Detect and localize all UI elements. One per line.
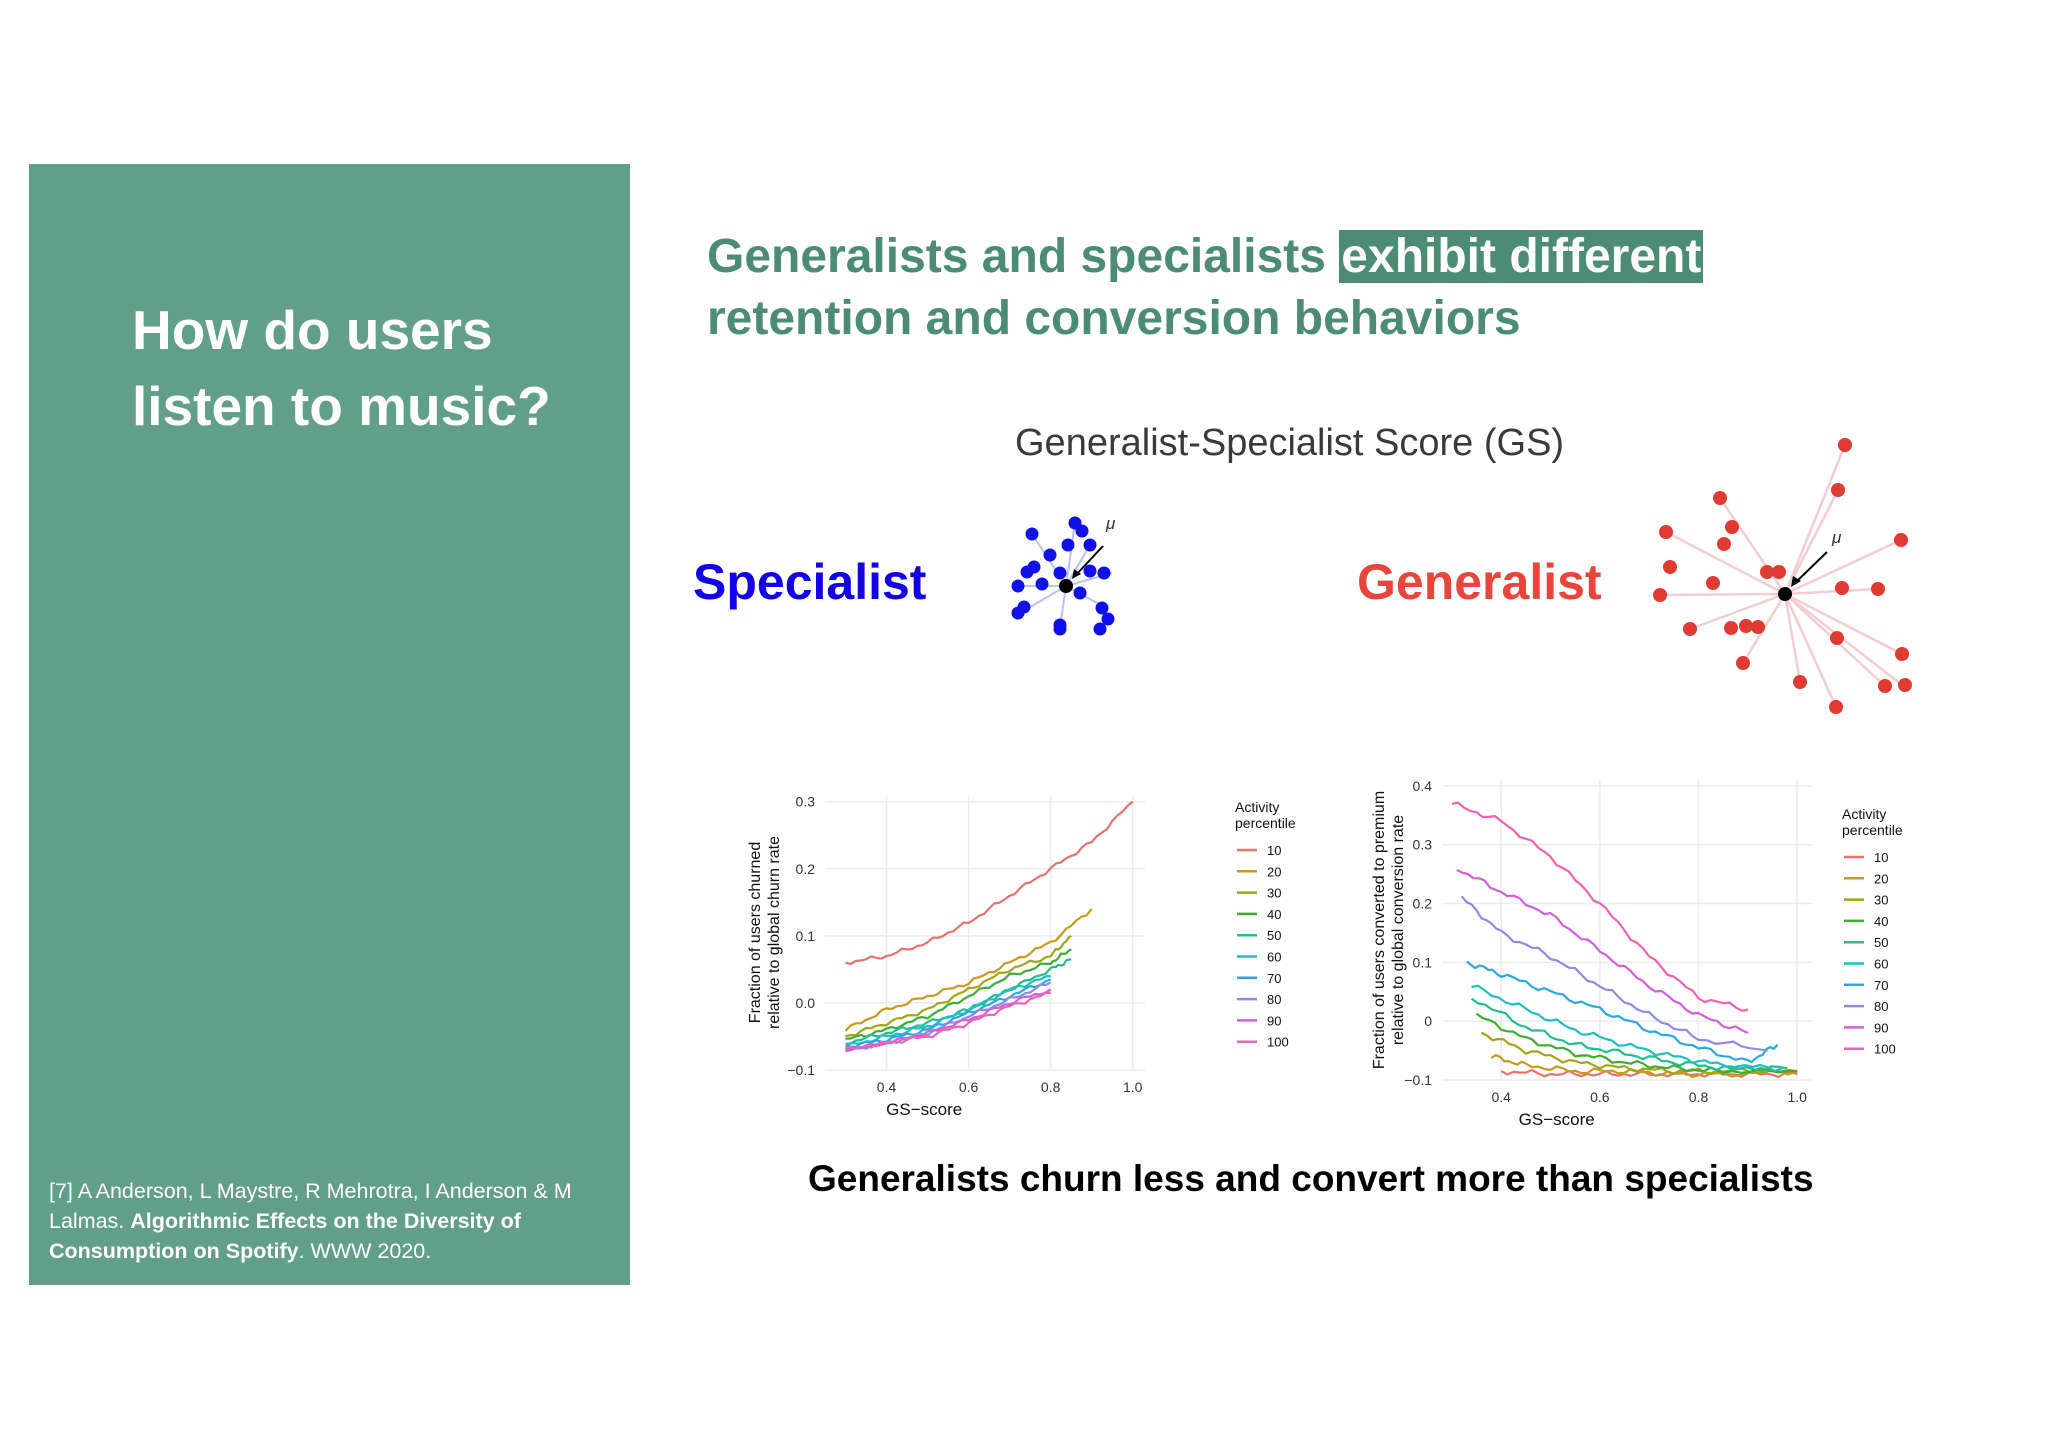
series-line-90	[1456, 869, 1749, 1034]
y-axis-label-line2: relative to global conversion rate	[1390, 815, 1407, 1045]
series-line-10	[845, 800, 1134, 965]
generalist-label: Generalist	[1357, 554, 1602, 610]
legend-label-90: 90	[1267, 1013, 1281, 1028]
y-axis-label-line1: Fraction of users churned	[747, 842, 764, 1023]
specialist-centroid	[1059, 579, 1073, 593]
generalist-centroid	[1778, 587, 1792, 601]
churn-chart: 0.4 0.6 0.8 1.0 −0.1 0.0 0.1 0.2 0.3 GS−score Frac…	[747, 794, 1296, 1119]
y-tick-label: 0.1	[796, 928, 816, 944]
generalist-mu-arrow	[1794, 551, 1828, 584]
sidebar-title-line1: How do users	[132, 299, 493, 361]
y-tick-label: −0.1	[1404, 1072, 1432, 1088]
legend-label-60: 60	[1267, 950, 1281, 965]
slide-headline: Generalists and specialists exhibit diff…	[707, 226, 2007, 350]
specialist-mu-symbol: μ	[1105, 514, 1116, 533]
citation-prefix: [7] A Anderson, L Maystre, R Mehrotra, I…	[49, 1179, 572, 1233]
legend-label-30: 30	[1874, 893, 1888, 908]
headline-line2: retention and conversion behaviors	[707, 292, 1521, 345]
series-line-80	[1460, 895, 1768, 1052]
legend-label-50: 50	[1267, 928, 1281, 943]
y-axis-label-line1: Fraction of users converted to premium	[1371, 791, 1388, 1069]
y-axis-label: Fraction of users churned relative to glo…	[747, 836, 783, 1029]
x-tick-label: 0.8	[1689, 1089, 1709, 1105]
series-line-60	[844, 975, 1051, 1049]
specialist-points	[1011, 516, 1115, 636]
headline-part1: Generalists and specialists	[707, 230, 1340, 283]
series-line-70	[1466, 960, 1779, 1064]
y-tick-label: 0.4	[1413, 778, 1433, 794]
legend-title-line1: Activity	[1235, 799, 1279, 815]
generalist-mu-arrowhead	[1791, 576, 1801, 587]
legend-label-30: 30	[1267, 886, 1281, 901]
legend-label-90: 90	[1874, 1020, 1888, 1035]
series-line-90	[845, 988, 1052, 1053]
x-axis-label: GS−score	[1519, 1110, 1595, 1129]
x-tick-label: 1.0	[1787, 1089, 1807, 1105]
sidebar-panel: How do users listen to music? [7] A Ande…	[29, 164, 630, 1285]
y-tick-label: 0.3	[796, 794, 816, 810]
legend-title-line1: Activity	[1842, 806, 1886, 822]
citation: [7] A Anderson, L Maystre, R Mehrotra, I…	[49, 1176, 609, 1266]
generalist-points	[1653, 438, 1912, 714]
sidebar-title: How do users listen to music?	[132, 292, 592, 444]
y-tick-label: 0.2	[1413, 896, 1433, 912]
x-axis-label: GS−score	[886, 1100, 962, 1119]
x-tick-label: 0.4	[1491, 1089, 1511, 1105]
slide-caption: Generalists churn less and convert more …	[808, 1158, 1814, 1199]
x-tick-label: 0.6	[959, 1079, 979, 1095]
conversion-chart: 0.4 0.6 0.8 1.0 −0.1 0 0.1 0.2 0.3 0.4 GS−score Fra…	[1371, 778, 1903, 1129]
series-line-100	[844, 991, 1051, 1052]
legend-label-50: 50	[1874, 935, 1888, 950]
x-tick-label: 0.4	[877, 1079, 897, 1095]
legend-label-100: 100	[1874, 1042, 1896, 1057]
headline-highlight: exhibit different	[1339, 230, 1704, 283]
sidebar-title-line2: listen to music?	[132, 375, 551, 437]
series-line-40	[845, 948, 1072, 1040]
series-line-20	[844, 908, 1093, 1032]
legend-label-20: 20	[1267, 864, 1281, 879]
y-tick-label: 0.3	[1413, 837, 1433, 853]
legend-label-40: 40	[1267, 907, 1281, 922]
series-line-100	[1451, 801, 1749, 1012]
y-axis-label-line2: relative to global churn rate	[766, 836, 783, 1029]
legend-label-20: 20	[1874, 871, 1888, 886]
citation-suffix: . WWW 2020.	[298, 1239, 432, 1263]
y-tick-label: 0.1	[1413, 954, 1433, 970]
series-line-30	[845, 934, 1072, 1038]
legend-label-40: 40	[1874, 914, 1888, 929]
legend-label-100: 100	[1267, 1035, 1289, 1050]
specialist-mu-arrowhead	[1072, 569, 1081, 579]
citation-title: Algorithmic Effects on the Diversity of …	[49, 1209, 521, 1263]
legend-title-line2: percentile	[1842, 822, 1903, 838]
legend-label-10: 10	[1874, 850, 1888, 865]
legend-label-70: 70	[1874, 978, 1888, 993]
gs-score-title: Generalist-Specialist Score (GS)	[1015, 422, 1565, 464]
legend-label-80: 80	[1874, 999, 1888, 1014]
y-tick-label: 0.2	[796, 861, 816, 877]
series-line-50	[1470, 997, 1788, 1072]
x-tick-label: 0.6	[1590, 1089, 1610, 1105]
specialist-label: Specialist	[693, 554, 927, 610]
generalist-mu-symbol: μ	[1831, 528, 1842, 547]
x-tick-label: 1.0	[1123, 1079, 1143, 1095]
generalist-cluster-figure: μ	[1653, 438, 1912, 714]
legend-label-10: 10	[1267, 843, 1281, 858]
series-line-60	[1471, 984, 1783, 1073]
legend-label-80: 80	[1267, 992, 1281, 1007]
y-axis-label: Fraction of users converted to premium re…	[1371, 791, 1407, 1069]
specialist-cluster-figure: μ	[1011, 514, 1116, 636]
legend-title-line2: percentile	[1235, 815, 1296, 831]
legend-label-60: 60	[1874, 957, 1888, 972]
y-tick-label: 0	[1424, 1013, 1432, 1029]
legend-label-70: 70	[1267, 971, 1281, 986]
specialist-mu-arrow	[1075, 545, 1104, 576]
y-tick-label: 0.0	[796, 995, 816, 1011]
series-line-40	[1475, 1012, 1798, 1074]
x-tick-label: 0.8	[1041, 1079, 1061, 1095]
y-tick-label: −0.1	[787, 1062, 815, 1078]
